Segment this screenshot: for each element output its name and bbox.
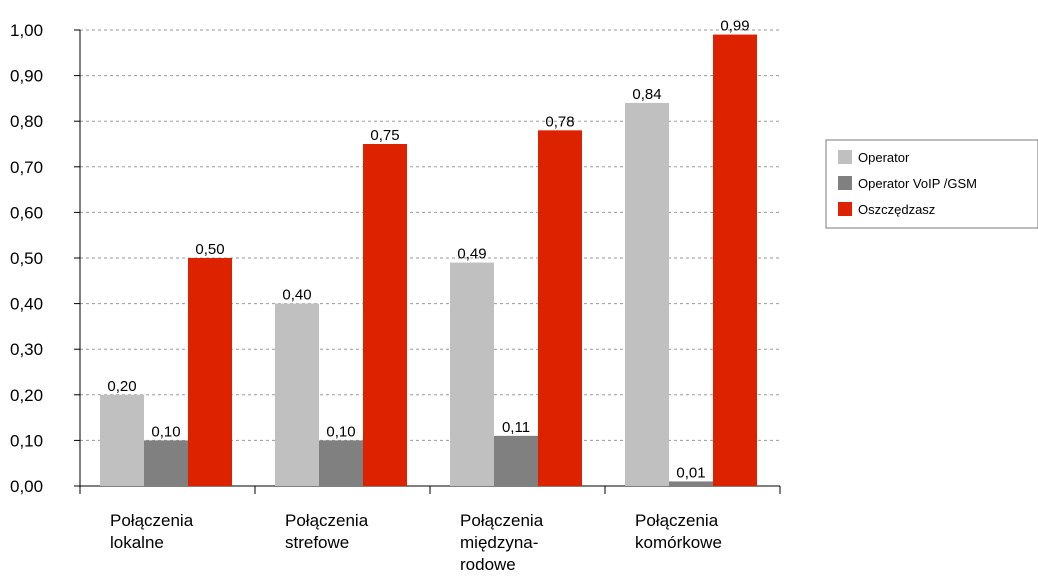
category-label-line: Połączenia [460,511,544,530]
category-label-line: Połączenia [110,511,194,530]
y-tick-label: 0,80 [10,112,43,131]
data-label: 0,20 [107,378,136,395]
bar [144,440,188,486]
legend-swatch [838,202,852,216]
data-label: 0,84 [632,86,661,103]
data-label: 0,78 [545,113,574,130]
data-label: 0,99 [720,18,749,35]
legend-label: Operator VoIP /GSM [858,176,977,191]
bar [713,35,757,486]
y-tick-label: 0,50 [10,249,43,268]
category-label: Połączenia strefowe [285,511,369,552]
y-tick-label: 0,90 [10,67,43,86]
category-label-line: strefowe [285,533,349,552]
category-label: Połączenia komórkowe [635,511,722,552]
y-tick-label: 0,30 [10,340,43,359]
data-label: 0,49 [457,246,486,263]
bar [538,130,582,486]
legend-swatch [838,176,852,190]
y-tick-label: 0,10 [10,431,43,450]
y-tick-label: 0,40 [10,295,43,314]
legend-label: Oszczędzasz [858,202,935,217]
legend-label: Operator [858,150,910,165]
bar [450,263,494,486]
data-label: 0,10 [151,423,180,440]
legend-swatch [838,150,852,164]
bar [100,395,144,486]
bar [669,481,713,486]
category-label: Połączenia międzyna-rodowe [460,511,544,574]
gridlines [80,30,780,440]
data-label: 0,10 [326,423,355,440]
data-label: 0,50 [195,241,224,258]
bar [319,440,363,486]
category-label-line: rodowe [460,555,516,574]
y-tick-label: 0,20 [10,386,43,405]
bar [625,103,669,486]
category-label-line: lokalne [110,533,164,552]
y-tick-label: 0,60 [10,203,43,222]
data-label: 0,75 [370,127,399,144]
bar [275,304,319,486]
bar [494,436,538,486]
bar [188,258,232,486]
y-tick-label: 1,00 [10,21,43,40]
category-label-line: komórkowe [635,533,722,552]
bar [363,144,407,486]
category-label-line: Połączenia [635,511,719,530]
legend: Operator Operator VoIP /GSM Oszczędzasz [826,140,1038,228]
data-label: 0,11 [502,419,530,436]
data-label: 0,01 [676,464,705,481]
category-label-line: międzyna- [460,533,538,552]
y-tick-label: 0,00 [10,477,43,496]
category-label: Połączenia lokalne [110,511,194,552]
y-tick-label: 0,70 [10,158,43,177]
data-label: 0,40 [282,287,311,304]
category-label-line: Połączenia [285,511,369,530]
